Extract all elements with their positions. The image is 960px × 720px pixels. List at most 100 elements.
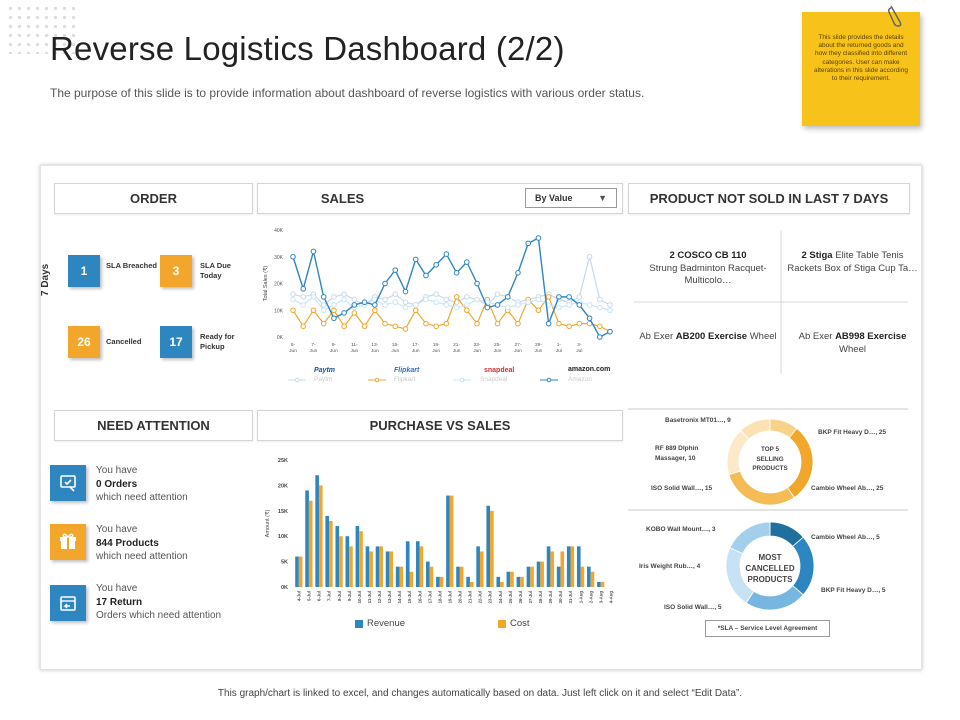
sales-point-flipkart [423,320,429,327]
bar-revenue [395,566,400,587]
sales-xtick-label: 5- [291,342,296,348]
bar-cost [580,566,585,587]
sales-point-snapdeal [412,302,419,308]
bar-revenue [325,515,330,587]
sales-point-snapdeal [556,304,562,311]
days-axis-label: 7 Days [40,263,51,296]
bar-revenue [556,566,561,587]
sales-point-snapdeal [423,296,429,303]
sales-xtick-label: Jul [556,348,562,354]
bar-cost [490,510,494,587]
sales-point-amazon [596,334,603,340]
bar-revenue [305,490,309,587]
sales-xtick-label: Jun [310,348,318,354]
page-title: Reverse Logistics Dashboard (2/2) [50,30,565,67]
bar-xtick-label: 26-Jul [518,591,523,603]
cancelled-tile[interactable]: 26 [68,326,100,358]
sales-point-paytm [290,291,296,297]
sla-breached-tile[interactable]: 1 [68,255,100,287]
bar-cost [379,546,383,587]
sales-point-paytm [464,294,470,300]
bar-xtick-label: 3-Aug [598,591,603,604]
bar-cost [298,556,303,587]
sales-point-snapdeal [515,302,521,308]
sales-point-snapdeal [433,299,439,306]
sales-xtick-label: Jun [350,348,358,354]
bar-cost [550,551,555,587]
sales-point-flipkart [402,326,409,332]
sales-xtick-label: 1- [557,342,562,348]
bar-cost [560,551,565,587]
sales-point-amazon [576,302,583,308]
attention-returns-text: You have 17 Return Orders which need atten… [96,583,222,621]
bar-xtick-label: 9-Jul [347,591,352,601]
paytm-brand-label: Paytm [314,367,336,374]
sales-series-line-snapdeal [292,296,611,312]
sales-point-amazon [586,315,593,322]
legend-cost: Cost [498,618,530,629]
sales-legend-marker-dot [459,377,465,383]
bar-xtick-label: 29-Jul [548,591,553,603]
bar-ytick-label: 15K [278,509,288,515]
ready-pickup-label: Ready for Pickup [200,332,235,351]
sales-point-flipkart [464,307,470,314]
sales-point-flipkart [443,320,450,327]
sales-series-line-flipkart [292,295,611,333]
order-header: ORDER [54,183,253,214]
sales-point-amazon [474,280,480,287]
sales-point-flipkart [453,294,460,300]
sales-point-flipkart [361,323,368,330]
bar-cost [369,551,373,587]
not-sold-item-4: Ab Exer AB998 Exercise Wheel [798,331,907,355]
bar-revenue [486,505,491,587]
bar-cost [339,536,343,587]
bar-revenue [597,581,601,587]
sales-point-snapdeal [341,296,347,303]
bar-revenue [536,561,541,587]
bar-ytick-label: 5K [281,560,288,566]
ready-pickup-tile[interactable]: 17 [160,326,192,358]
bar-revenue [365,546,370,587]
not-sold-item-1: 2 COSCO CB 110 Strung Badminton Racquet-M… [649,250,767,286]
sales-legend-marker-dot [374,377,380,383]
sla-due-today-tile[interactable]: 3 [160,255,192,287]
sales-xtick-label: 29- [535,342,542,348]
cancelled-label: Cancelled [106,337,142,346]
sales-point-flipkart [341,323,347,330]
bar-xtick-label: 4-Jul [297,591,302,601]
sales-value-dropdown[interactable]: By Value ▼ [525,188,617,208]
donut-divider-top [628,408,908,410]
bar-cost [409,571,414,587]
bar-xtick-label: 14-Jul [397,591,402,603]
sales-point-amazon [402,288,409,295]
sales-point-flipkart [382,320,388,327]
page-subtitle: The purpose of this slide is to provide … [50,86,645,100]
bar-revenue [375,546,380,587]
bar-ytick-label: 20K [278,483,288,489]
gift-box-icon[interactable] [50,524,86,560]
sales-point-flipkart [494,320,501,327]
sales-point-snapdeal [310,294,317,300]
bar-cost [570,546,575,587]
paperclip-icon [888,5,902,27]
sales-point-snapdeal [525,299,531,306]
sales-xtick-label: 19- [433,342,440,348]
bar-revenue [315,475,319,587]
amazon-legend-text: Amazon [568,376,592,383]
most-cancelled-slice [745,585,804,611]
bar-revenue [496,576,501,587]
bar-cost [419,546,424,587]
bar-revenue [426,561,430,587]
sales-point-snapdeal [464,302,470,308]
sales-point-amazon [443,251,450,257]
top-selling-center-label: TOP 5 SELLING PRODUCTS [752,446,788,472]
sales-point-snapdeal [504,304,511,311]
amazon-brand-label: amazon.com [568,366,611,373]
sales-xtick-label: 11- [351,342,358,348]
return-box-icon[interactable] [50,585,86,621]
sales-point-amazon [494,302,501,308]
not-sold-item-3: Ab Exer AB200 Exercise Wheel [639,331,777,342]
sales-point-flipkart [320,320,327,327]
order-icon[interactable] [50,465,86,501]
